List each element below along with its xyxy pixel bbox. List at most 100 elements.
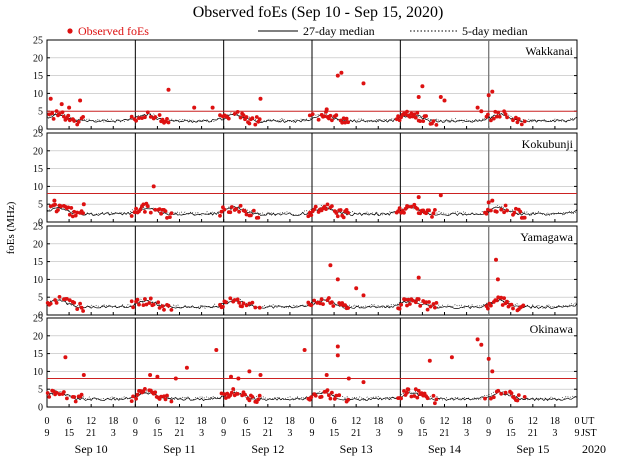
jst-tick-label: 21 (528, 428, 538, 439)
observed-point (397, 118, 402, 123)
observed-point (502, 296, 506, 301)
observed-point (48, 301, 53, 306)
legend-observed-label: Observed foEs (78, 24, 149, 38)
observed-point (166, 303, 171, 308)
observed-point (502, 210, 506, 215)
observed-point (434, 397, 439, 402)
observed-point (346, 120, 350, 125)
observed-point (256, 215, 261, 220)
observed-point (54, 390, 59, 395)
observed-point (328, 263, 333, 268)
observed-point (486, 200, 491, 205)
observed-point (505, 115, 509, 120)
observed-point (346, 306, 350, 310)
observed-point (222, 392, 227, 397)
observed-point (165, 393, 169, 398)
observed-point (67, 212, 72, 217)
observed-point (415, 111, 420, 115)
observed-point (490, 89, 495, 94)
observed-point (153, 207, 158, 212)
observed-point (433, 401, 437, 406)
observed-point (218, 213, 222, 218)
observed-point (499, 391, 504, 396)
observed-point (251, 208, 256, 213)
observed-point (237, 209, 242, 214)
observed-point (406, 204, 411, 209)
observed-point (509, 391, 514, 395)
observed-point (475, 105, 480, 110)
observed-point (399, 396, 403, 401)
observed-point (425, 396, 430, 401)
observed-point (486, 207, 490, 212)
observed-point (354, 286, 359, 291)
observed-point (497, 114, 502, 119)
y-tick-label: 0 (38, 218, 43, 229)
observed-point (66, 205, 71, 210)
observed-point (210, 105, 215, 110)
observed-point (228, 296, 233, 301)
observed-point (318, 301, 322, 306)
observed-point (53, 298, 57, 302)
observed-point (250, 116, 255, 121)
observed-point (424, 300, 428, 305)
observed-point (511, 118, 515, 123)
y-tick-label: 15 (33, 257, 43, 268)
observed-point (433, 208, 437, 212)
observed-point (157, 207, 162, 212)
observed-point (131, 305, 136, 310)
observed-point (165, 216, 169, 220)
observed-point (341, 215, 346, 220)
observed-point (256, 397, 261, 402)
observed-point (143, 297, 147, 301)
observed-point (45, 391, 50, 395)
observed-point (500, 303, 505, 307)
day-label: Sep 13 (340, 442, 373, 456)
observed-point (319, 297, 324, 302)
observed-point (57, 392, 62, 397)
observed-point (521, 303, 526, 308)
observed-point (72, 119, 77, 123)
observed-point (408, 115, 412, 119)
observed-point (328, 396, 333, 401)
observed-point (418, 304, 423, 308)
observed-point (319, 394, 324, 399)
observed-point (519, 122, 524, 127)
observed-point (425, 307, 430, 312)
observed-point (324, 107, 329, 112)
observed-point (229, 205, 234, 209)
observed-point (238, 203, 243, 208)
observed-point (416, 95, 421, 99)
observed-point (361, 293, 366, 298)
observed-point (143, 210, 147, 214)
day-label: Sep 15 (516, 442, 549, 456)
observed-point (78, 98, 83, 103)
jst-label: JST (581, 428, 597, 439)
jst-tick-label: 9 (575, 428, 580, 439)
observed-point (515, 120, 520, 125)
observed-point (402, 210, 406, 215)
observed-point (257, 393, 262, 398)
observed-point (241, 113, 246, 117)
observed-point (322, 114, 327, 119)
ut-tick-label: 12 (528, 416, 538, 427)
observed-point (222, 207, 227, 212)
y-tick-label: 10 (33, 89, 43, 100)
observed-point (59, 102, 64, 107)
observed-point (494, 209, 499, 214)
observed-point (427, 300, 431, 304)
observed-point (424, 211, 428, 216)
ut-tick-label: 18 (197, 416, 207, 427)
observed-point (433, 305, 437, 310)
ut-tick-label: 18 (373, 416, 383, 427)
y-tick-label: 20 (33, 239, 43, 250)
observed-point (159, 394, 164, 399)
station-name: Yamagawa (520, 230, 573, 244)
observed-point (516, 117, 521, 121)
observed-point (412, 112, 417, 117)
observed-point (218, 113, 222, 118)
jst-tick-label: 3 (376, 428, 381, 439)
observed-point (405, 303, 409, 308)
y-tick-label: 5 (38, 107, 43, 118)
jst-tick-label: 3 (199, 428, 204, 439)
ut-tick-label: 18 (550, 416, 560, 427)
